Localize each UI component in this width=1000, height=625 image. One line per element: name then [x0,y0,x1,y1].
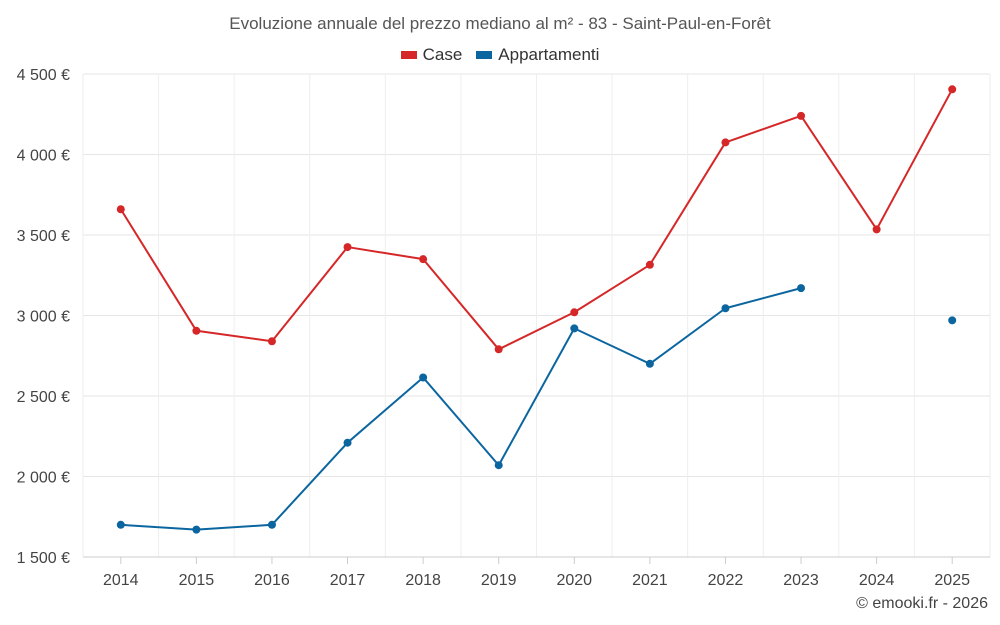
data-point-case [872,225,881,234]
data-point-appartamenti [419,373,428,382]
legend-swatch-appartamenti [476,51,493,59]
y-tick-label: 4 500 € [17,67,70,84]
data-point-appartamenti [116,520,125,529]
data-point-case [419,255,428,264]
y-tick-label: 1 500 € [17,550,70,567]
data-point-case [494,345,503,354]
x-tick-label: 2014 [103,572,139,589]
x-tick-label: 2016 [254,572,290,589]
data-point-appartamenti [797,284,806,293]
y-tick-label: 3 000 € [17,309,70,326]
series-line-appartamenti [120,287,802,531]
x-tick-label: 2024 [859,572,895,589]
data-point-case [948,85,957,94]
data-point-case [116,205,125,214]
data-point-appartamenti [267,520,276,529]
y-tick-label: 2 000 € [17,470,70,487]
data-point-case [267,337,276,346]
data-point-case [797,111,806,120]
y-tick-label: 3 500 € [17,228,70,245]
x-tick-label: 2015 [179,572,215,589]
data-point-appartamenti [570,324,579,333]
x-tick-label: 2019 [481,572,517,589]
data-point-case [570,308,579,317]
x-tick-label: 2020 [556,572,592,589]
data-point-case [721,138,730,147]
data-point-appartamenti [645,359,654,368]
legend-label-case: Case [422,45,463,64]
chart-title: Evoluzione annuale del prezzo mediano al… [229,14,771,33]
legend-item-appartamenti[interactable]: Appartamenti [476,45,599,65]
x-tick-label: 2017 [330,572,366,589]
x-tick-label: 2018 [405,572,441,589]
legend-label-appartamenti: Appartamenti [498,45,600,64]
data-point-case [645,260,654,269]
data-point-appartamenti [192,525,201,534]
x-tick-label: 2021 [632,572,668,589]
legend: Case Appartamenti [0,45,1000,65]
series-line-case [119,88,954,351]
legend-swatch-case [400,51,417,59]
data-point-case [192,326,201,335]
legend-item-case[interactable]: Case [400,45,463,65]
x-tick-label: 2025 [934,572,970,589]
x-tick-label: 2023 [783,572,819,589]
data-point-appartamenti [948,316,957,325]
credit: © emooki.fr - 2026 [856,595,988,612]
x-tick-label: 2022 [708,572,744,589]
data-point-appartamenti [721,304,730,313]
data-point-case [343,243,352,252]
y-tick-label: 4 000 € [17,148,70,165]
data-point-appartamenti [343,438,352,447]
y-tick-label: 2 500 € [17,389,70,406]
data-point-appartamenti [494,461,503,470]
